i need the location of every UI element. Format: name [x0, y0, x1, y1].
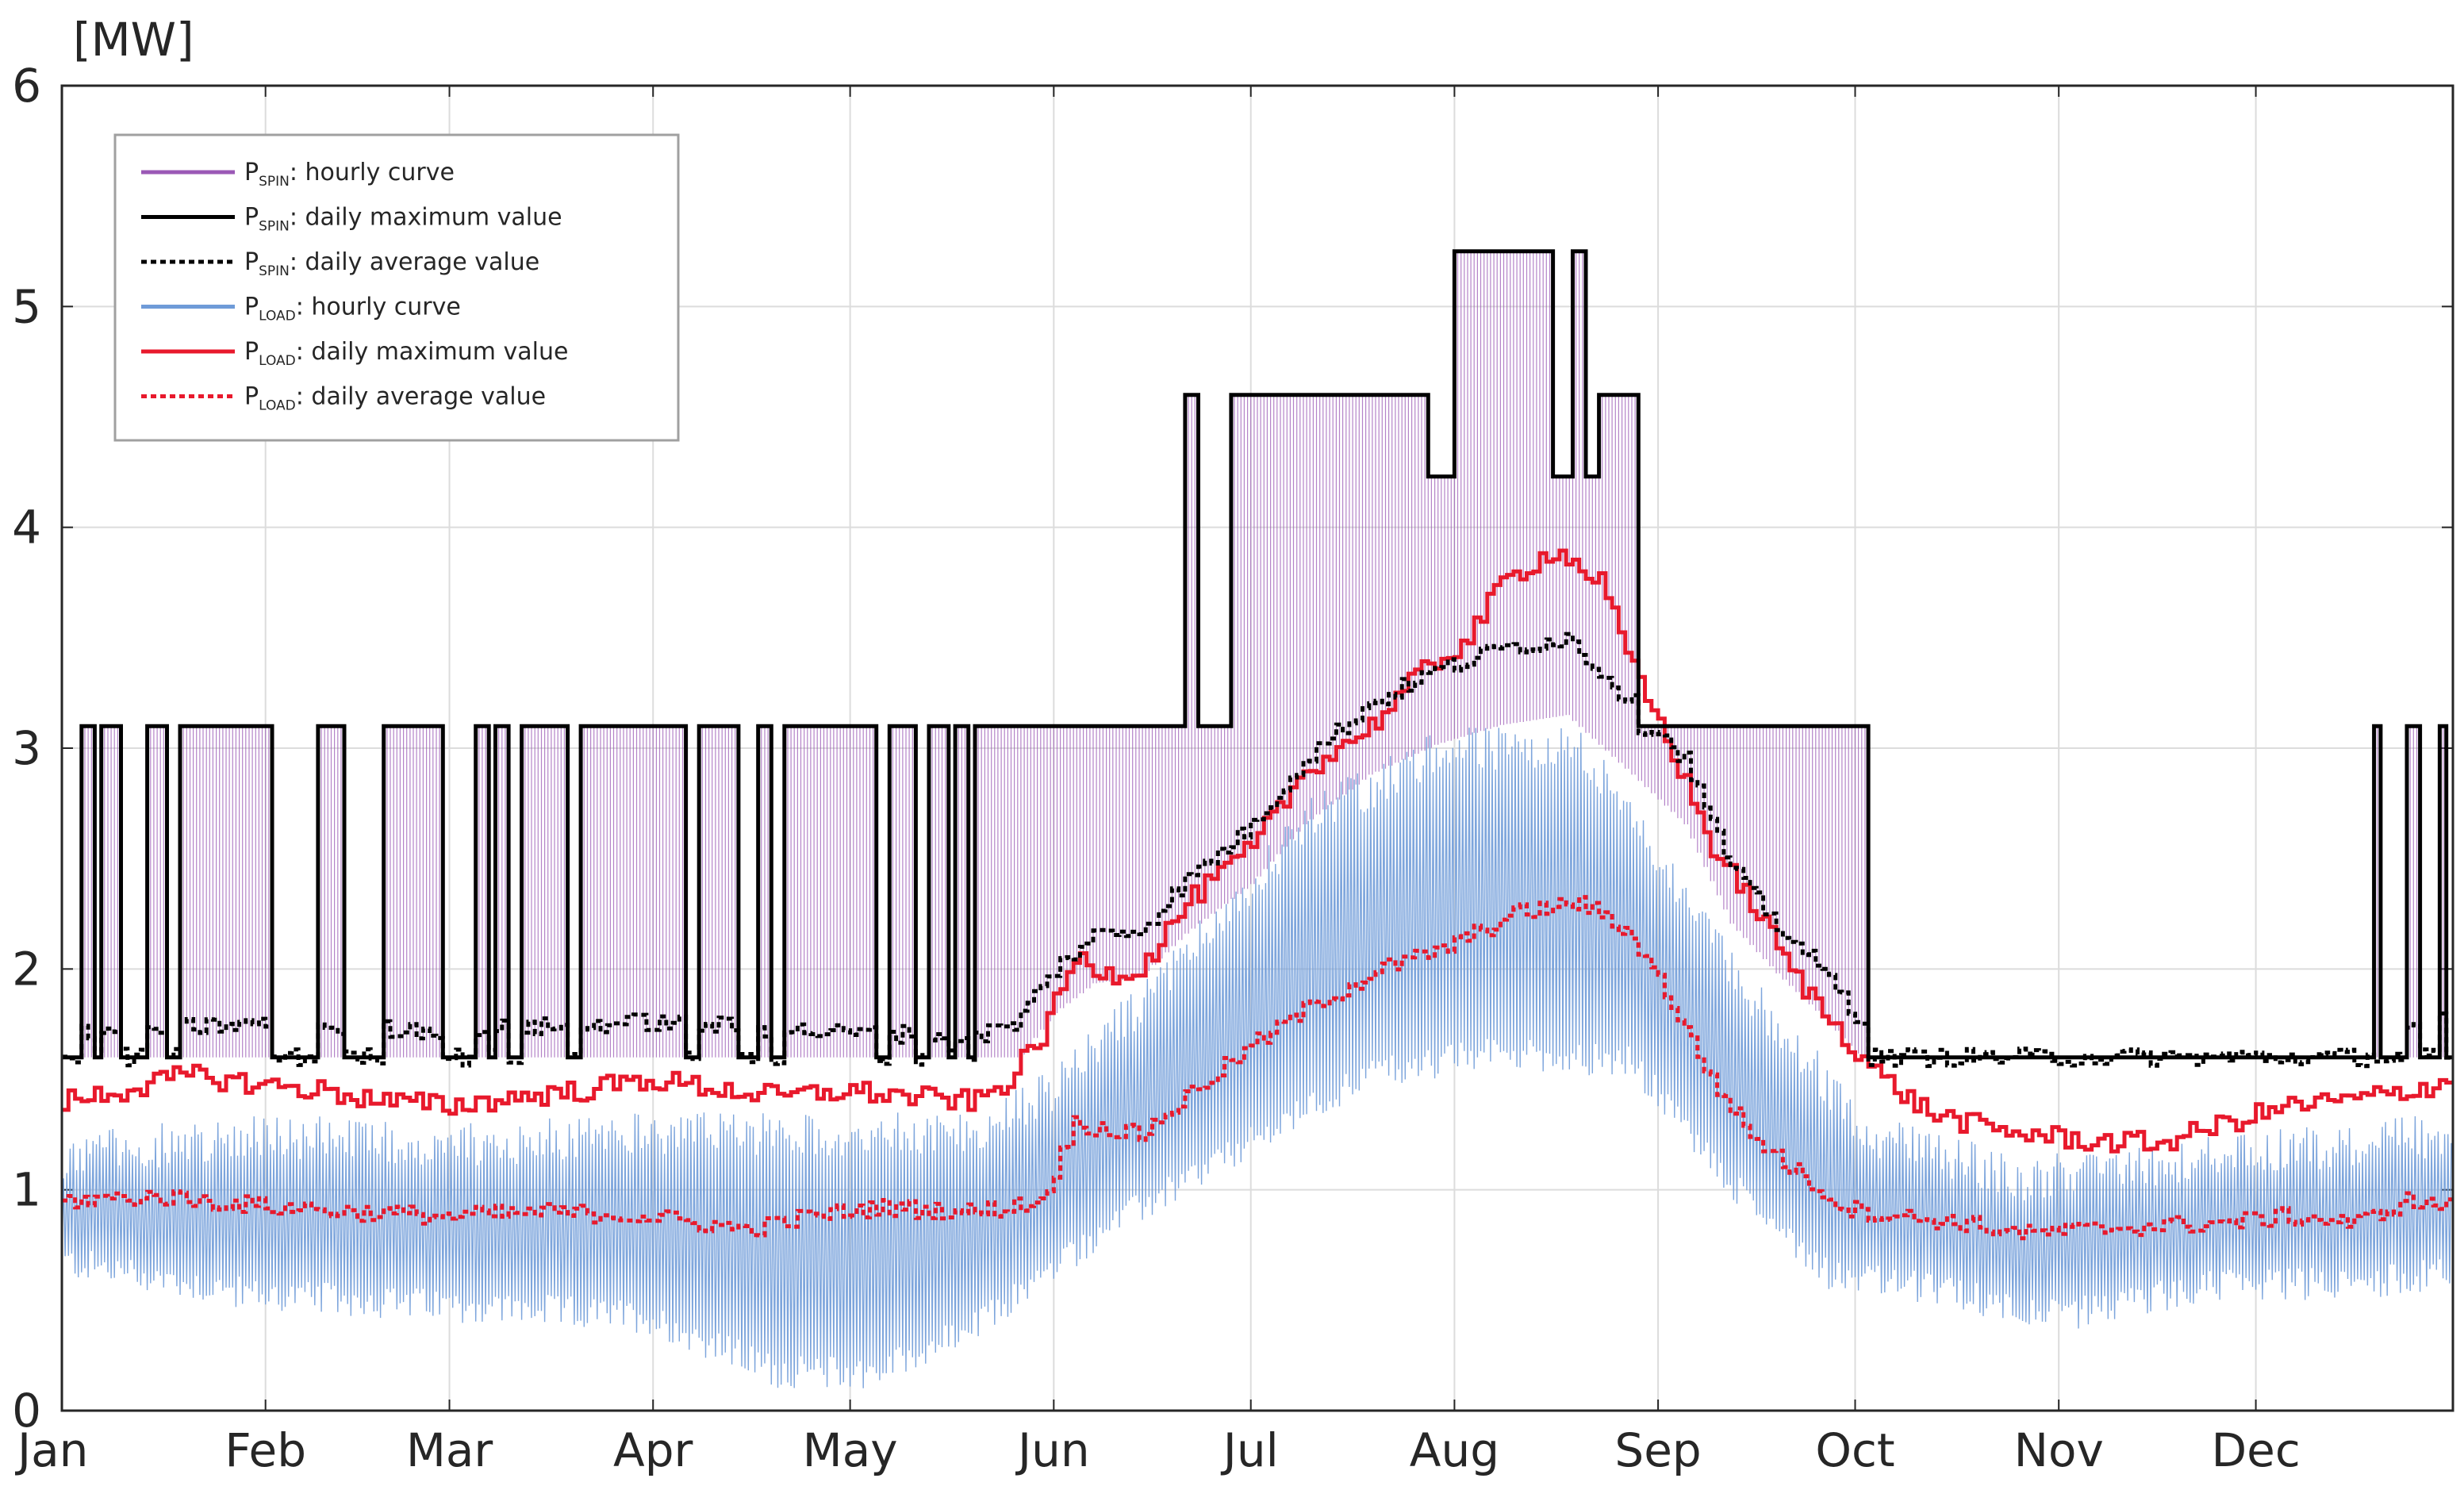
y-tick-label: 5	[12, 279, 41, 333]
legend-label-p_spin_avg: PSPIN: daily average value	[244, 248, 539, 279]
p-spin-hourly-curve	[81, 251, 2444, 1058]
p-spin-daily-maximum-line	[62, 249, 2453, 1060]
series-layer	[61, 249, 2453, 1388]
plot-frame	[60, 84, 2454, 1412]
legend-label-p_load_avg: PLOAD: daily average value	[244, 383, 546, 414]
x-tick-label: Mar	[406, 1423, 493, 1477]
y-tick-label: 0	[12, 1384, 41, 1438]
x-tick-label: Jun	[1015, 1423, 1090, 1477]
x-tick-label: Sep	[1614, 1423, 1701, 1477]
x-tick-label: Jan	[15, 1423, 88, 1477]
p-load-daily-maximum-line	[62, 548, 2453, 1154]
x-tick-label: May	[803, 1423, 898, 1477]
y-tick-label: 4	[12, 501, 41, 555]
y-tick-label: 3	[12, 721, 41, 775]
x-tick-label: Apr	[613, 1423, 693, 1477]
legend-label-p_load_max: PLOAD: daily maximum value	[244, 338, 568, 369]
axis-tick-labels: 0 1 2 3 4 5 6 Jan Feb Mar Apr May Jun Jul Aug Sep Oct Nov…	[12, 59, 2301, 1477]
x-tick-label: Nov	[2014, 1423, 2104, 1477]
legend-box	[113, 133, 680, 442]
x-tick-label: Oct	[1815, 1423, 1894, 1477]
x-tick-label: Feb	[225, 1423, 306, 1477]
legend: PSPIN: hourly curve PSPIN: daily maximum …	[113, 133, 680, 442]
legend-label-p_spin_max: PSPIN: daily maximum value	[244, 204, 562, 235]
y-unit-label: [MW]	[73, 13, 194, 67]
x-tick-label: Aug	[1410, 1423, 1499, 1477]
y-tick-label: 6	[12, 59, 41, 113]
x-tick-label: Dec	[2211, 1423, 2300, 1477]
p-load-daily-average-line	[62, 895, 2453, 1241]
y-tick-label: 2	[12, 942, 41, 996]
y-tick-label: 1	[12, 1163, 41, 1217]
legend-label-p_load_hourly: PLOAD: hourly curve	[244, 294, 461, 324]
x-tick-label: Jul	[1221, 1423, 1279, 1477]
p-spin-daily-average-line	[62, 632, 2453, 1069]
legend-label-p_spin_hourly: PSPIN: hourly curve	[244, 159, 455, 190]
